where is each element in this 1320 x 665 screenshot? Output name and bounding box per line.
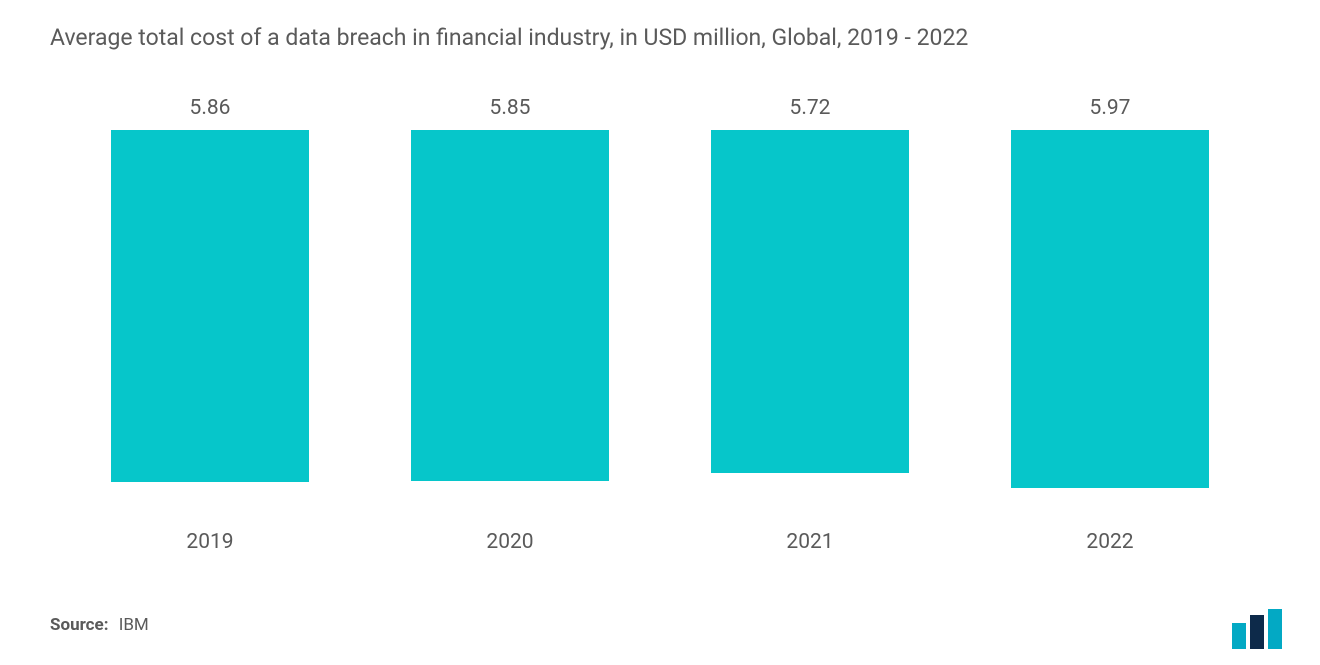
x-axis-label: 2020	[360, 530, 660, 554]
bar-slot: 5.97	[960, 130, 1260, 520]
source-label: Source:	[50, 615, 108, 635]
bar	[111, 130, 309, 482]
brand-logo	[1232, 609, 1290, 649]
x-axis-label: 2021	[660, 530, 960, 554]
source-value: IBM	[119, 615, 149, 635]
bar-slot: 5.86	[60, 130, 360, 520]
logo-bar-3-icon	[1268, 609, 1282, 649]
logo-bar-2-icon	[1250, 615, 1264, 649]
chart-title: Average total cost of a data breach in f…	[50, 24, 1270, 51]
x-axis-label: 2022	[960, 530, 1260, 554]
bar-value-label: 5.97	[1090, 96, 1131, 120]
source-attribution: Source: IBM	[50, 615, 149, 635]
bar-slot: 5.85	[360, 130, 660, 520]
bar-slot: 5.72	[660, 130, 960, 520]
bar	[711, 130, 909, 473]
x-axis-labels: 2019 2020 2021 2022	[60, 530, 1260, 554]
bar-value-label: 5.85	[490, 96, 531, 120]
bar	[411, 130, 609, 481]
bar	[1011, 130, 1209, 488]
bar-value-label: 5.86	[190, 96, 231, 120]
logo-bar-1-icon	[1232, 623, 1246, 649]
plot-area: 5.86 5.85 5.72 5.97	[60, 130, 1260, 520]
bar-value-label: 5.72	[790, 96, 831, 120]
x-axis-label: 2019	[60, 530, 360, 554]
